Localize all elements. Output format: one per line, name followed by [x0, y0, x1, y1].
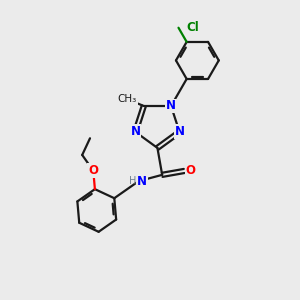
Text: N: N	[166, 100, 176, 112]
Text: O: O	[88, 164, 98, 177]
Text: N: N	[137, 175, 147, 188]
Text: N: N	[175, 125, 184, 138]
Text: Cl: Cl	[187, 21, 200, 34]
Text: O: O	[186, 164, 196, 178]
Text: N: N	[130, 125, 140, 138]
Text: H: H	[129, 176, 136, 186]
Text: CH₃: CH₃	[118, 94, 137, 104]
